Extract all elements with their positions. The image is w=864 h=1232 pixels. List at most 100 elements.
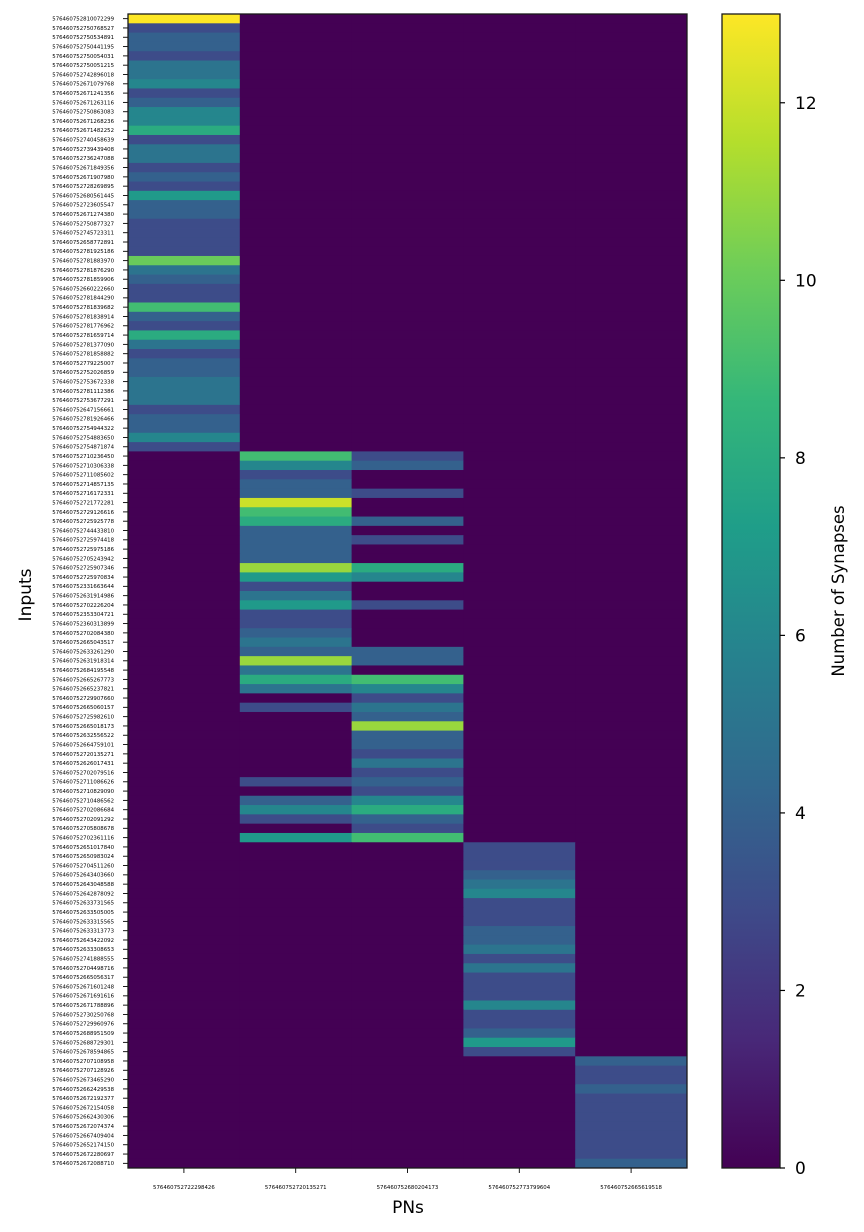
heatmap-cell bbox=[128, 144, 241, 154]
heatmap-cell bbox=[463, 283, 576, 294]
heatmap-cell bbox=[463, 553, 576, 564]
heatmap-cell bbox=[239, 646, 352, 657]
heatmap-cell bbox=[351, 1028, 464, 1039]
heatmap-cell bbox=[575, 1121, 688, 1132]
heatmap-cell bbox=[575, 470, 688, 480]
heatmap-cell bbox=[463, 321, 576, 331]
heatmap-cell bbox=[239, 963, 352, 973]
heatmap-cell bbox=[463, 386, 576, 396]
heatmap-cell bbox=[575, 376, 688, 387]
heatmap-cell bbox=[351, 544, 464, 555]
heatmap-cell bbox=[239, 777, 352, 787]
heatmap-cell bbox=[239, 860, 352, 871]
heatmap-cell bbox=[128, 842, 241, 852]
y-tick-label: 576460752720135271 bbox=[52, 752, 114, 758]
heatmap-cell bbox=[239, 144, 352, 154]
heatmap-cell bbox=[351, 991, 464, 1001]
heatmap-cell bbox=[463, 516, 576, 527]
y-tick-label: 576460752707108958 bbox=[52, 1059, 114, 1065]
heatmap-cell bbox=[239, 935, 352, 946]
heatmap-cell bbox=[463, 1112, 576, 1122]
y-tick-label: 576460752710306338 bbox=[52, 463, 114, 469]
y-tick-label: 576460752750768527 bbox=[52, 26, 114, 32]
heatmap-cell bbox=[351, 507, 464, 517]
y-tick-label: 576460752651017840 bbox=[52, 845, 114, 851]
heatmap-cell bbox=[128, 460, 241, 471]
heatmap-cell bbox=[351, 963, 464, 973]
y-tick-label: 576460752752026859 bbox=[52, 370, 114, 376]
heatmap-cell bbox=[351, 1121, 464, 1132]
heatmap-cell bbox=[128, 470, 241, 480]
heatmap-cell bbox=[575, 69, 688, 80]
heatmap-cell bbox=[575, 1074, 688, 1085]
y-tick-label: 576460752671241356 bbox=[52, 91, 114, 97]
heatmap-cell bbox=[351, 702, 464, 713]
y-tick-label: 576460752702226204 bbox=[52, 603, 114, 609]
heatmap-cell bbox=[575, 497, 688, 508]
heatmap-cell bbox=[463, 60, 576, 71]
heatmap-cell bbox=[463, 404, 576, 415]
heatmap-cell bbox=[239, 656, 352, 666]
y-tick-label: 576460752781925186 bbox=[52, 249, 114, 255]
heatmap-cell bbox=[575, 432, 688, 443]
heatmap-cell bbox=[463, 628, 576, 638]
heatmap-cell bbox=[239, 479, 352, 490]
heatmap-cell bbox=[128, 321, 241, 331]
heatmap-cell bbox=[239, 432, 352, 443]
heatmap-cell bbox=[239, 1000, 352, 1011]
heatmap-cell bbox=[351, 41, 464, 52]
heatmap-cell bbox=[351, 404, 464, 415]
heatmap-cell bbox=[239, 637, 352, 648]
heatmap-cell bbox=[239, 944, 352, 955]
heatmap-cell bbox=[351, 972, 464, 983]
heatmap-cell bbox=[239, 544, 352, 555]
heatmap-cell bbox=[128, 51, 241, 61]
heatmap-cell bbox=[351, 116, 464, 127]
y-tick-label: 576460752660222660 bbox=[52, 286, 114, 292]
heatmap-cell bbox=[463, 1019, 576, 1029]
heatmap-cell bbox=[351, 693, 464, 704]
heatmap-cell bbox=[351, 265, 464, 275]
heatmap-cell bbox=[575, 935, 688, 946]
heatmap-cell bbox=[463, 879, 576, 890]
heatmap-cell bbox=[128, 218, 241, 229]
y-tick-label: 576460752781858882 bbox=[52, 352, 114, 358]
heatmap-cell bbox=[128, 181, 241, 192]
heatmap-cell bbox=[239, 51, 352, 61]
heatmap-cell bbox=[575, 479, 688, 490]
heatmap-cell bbox=[575, 581, 688, 592]
y-tick-label: 576460752665043517 bbox=[52, 640, 114, 646]
heatmap-cell bbox=[128, 246, 241, 257]
heatmap-cell bbox=[128, 1158, 241, 1169]
heatmap-cell bbox=[128, 1000, 241, 1011]
heatmap-cell bbox=[128, 1047, 241, 1057]
heatmap-cell bbox=[575, 181, 688, 192]
heatmap-cell bbox=[239, 395, 352, 406]
heatmap-cell bbox=[239, 767, 352, 778]
heatmap-cell bbox=[575, 339, 688, 350]
heatmap-cell bbox=[128, 730, 241, 741]
heatmap-cell bbox=[575, 237, 688, 248]
heatmap-cell bbox=[575, 898, 688, 908]
heatmap-cell bbox=[463, 544, 576, 555]
heatmap-cell bbox=[239, 832, 352, 843]
y-tick-label: 576460752781883970 bbox=[52, 259, 114, 265]
heatmap-cell bbox=[351, 144, 464, 154]
heatmap-cell bbox=[575, 60, 688, 71]
heatmap-cell bbox=[463, 451, 576, 462]
heatmap-cell bbox=[463, 265, 576, 275]
heatmap-cell bbox=[463, 432, 576, 443]
heatmap-cell bbox=[239, 181, 352, 192]
heatmap-cell bbox=[463, 200, 576, 210]
heatmap-cell bbox=[239, 786, 352, 797]
y-tick-label: 576460752781112386 bbox=[52, 389, 114, 395]
heatmap-cell bbox=[128, 497, 241, 508]
heatmap-cell bbox=[463, 293, 576, 303]
heatmap-cell bbox=[463, 609, 576, 620]
heatmap-cell bbox=[463, 190, 576, 201]
heatmap-cell bbox=[575, 1112, 688, 1122]
heatmap-cell bbox=[351, 888, 464, 899]
heatmap-cell bbox=[239, 321, 352, 331]
heatmap-cell bbox=[128, 916, 241, 927]
heatmap-cell bbox=[351, 97, 464, 108]
